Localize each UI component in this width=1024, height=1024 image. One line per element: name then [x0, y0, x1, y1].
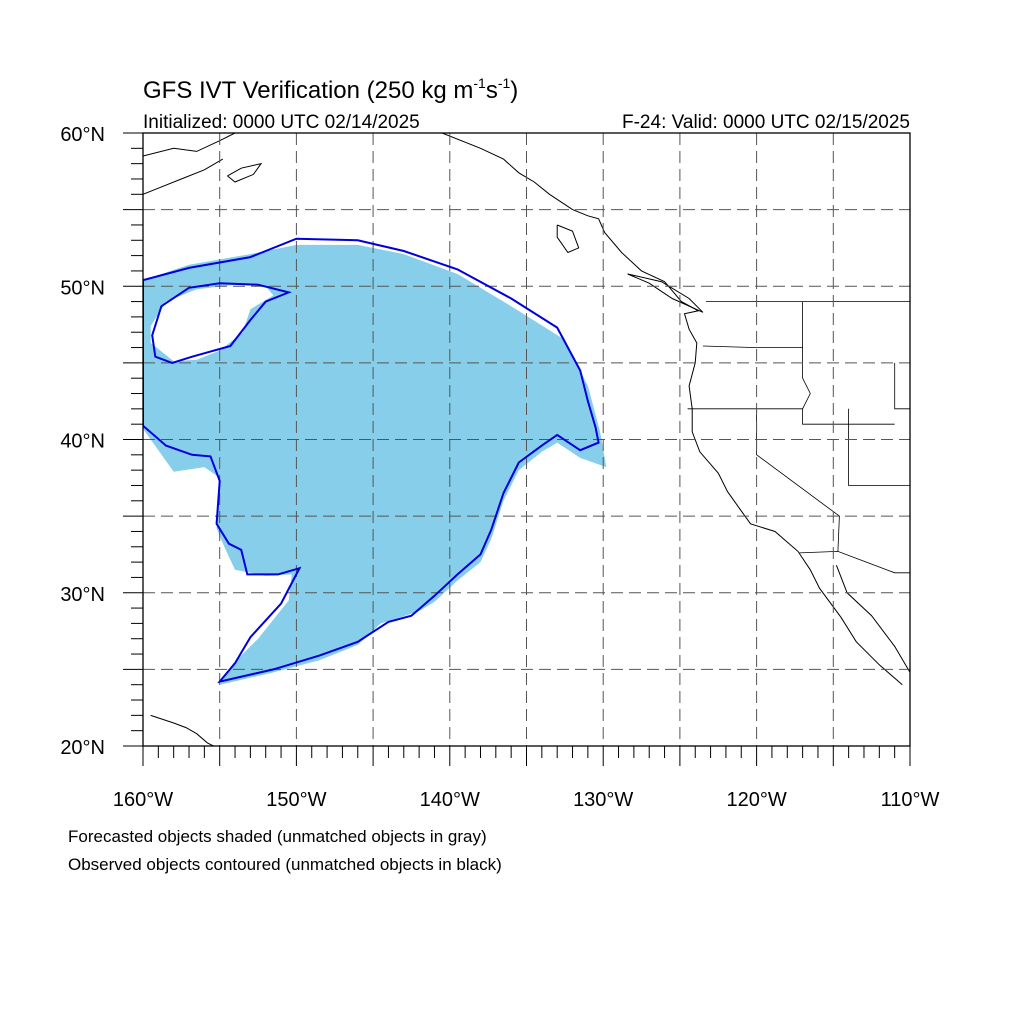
forecast-ivt-object [143, 244, 607, 685]
vancouver-island [627, 273, 704, 313]
state-border [894, 362, 910, 410]
state-border [702, 345, 803, 348]
lat-label: 20°N [60, 737, 105, 759]
lon-label: 160°W [113, 789, 173, 811]
legend-observed-note: Observed objects contoured (unmatched ob… [68, 855, 502, 874]
lat-label: 50°N [60, 277, 105, 299]
title-sup-2: -1 [498, 75, 511, 91]
lon-label: 140°W [420, 789, 480, 811]
lat-label: 40°N [60, 431, 105, 453]
state-border [802, 301, 811, 409]
title-end: ) [510, 77, 518, 104]
alaska-panhandle [441, 133, 903, 686]
hawaii-islands [150, 714, 215, 746]
state-border [799, 550, 910, 574]
plot-area [123, 132, 911, 766]
lon-label: 120°W [726, 789, 786, 811]
initialized-label: Initialized: 0000 UTC 02/14/2025 [143, 112, 420, 133]
state-border [848, 408, 910, 486]
title-sup-1: -1 [473, 75, 486, 91]
legend-forecast-note: Forecasted objects shaded (unmatched obj… [68, 827, 487, 846]
lon-label: 110°W [881, 789, 940, 811]
observed-ivt-contour-hole [151, 282, 292, 364]
lon-label: 130°W [573, 789, 633, 811]
state-border [687, 408, 895, 425]
longitude-labels: 160°W 150°W 140°W 130°W 120°W 110°W [113, 789, 940, 811]
title-main: GFS IVT Verification (250 kg m [143, 77, 473, 104]
title-mid: s [486, 77, 498, 104]
observed-ivt-contour [143, 237, 600, 684]
haida-gwaii [556, 224, 580, 254]
gulf-of-california [835, 565, 910, 673]
lon-label: 150°W [266, 789, 326, 811]
title: GFS IVT Verification (250 kg m-1s-1) [143, 75, 518, 104]
kodiak-island [227, 162, 263, 183]
lat-label: 30°N [60, 584, 105, 606]
latitude-labels: 60°N 50°N 40°N 30°N 20°N [60, 124, 105, 759]
alaska-peninsula [143, 158, 224, 195]
valid-label: F-24: Valid: 0000 UTC 02/15/2025 [622, 112, 910, 133]
alaska-coast [143, 133, 236, 157]
lat-label: 60°N [60, 124, 105, 146]
